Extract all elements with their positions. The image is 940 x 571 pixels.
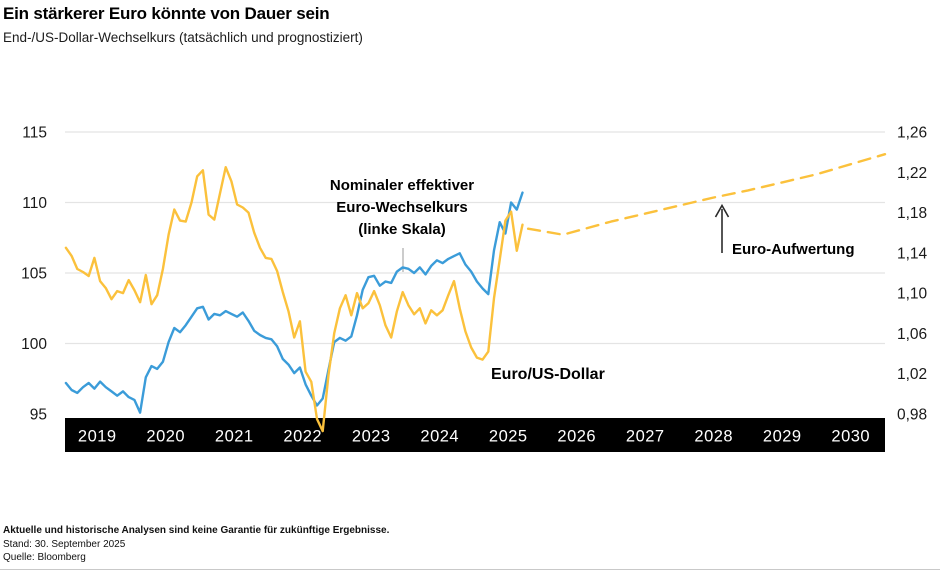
x-axis-year-label: 2030 bbox=[831, 428, 870, 446]
x-axis-band bbox=[65, 418, 885, 452]
left-axis-tick-label: 100 bbox=[21, 336, 47, 353]
right-axis-tick-label: 1,06 bbox=[897, 326, 927, 343]
appreciation-arrow-head bbox=[714, 203, 730, 218]
annotation-appreciation-label: Euro-Aufwertung bbox=[732, 241, 855, 258]
left-axis-tick-label: 105 bbox=[21, 266, 47, 283]
left-axis-tick-label: 115 bbox=[22, 125, 47, 142]
right-axis-tick-label: 0,98 bbox=[897, 407, 927, 424]
disclaimer-text: Aktuelle und historische Analysen sind k… bbox=[3, 525, 390, 536]
left-axis-tick-label: 110 bbox=[22, 195, 47, 212]
right-axis-tick-label: 1,02 bbox=[897, 366, 927, 383]
x-axis-year-label: 2025 bbox=[489, 428, 528, 446]
x-axis-year-label: 2023 bbox=[352, 428, 391, 446]
as-of-date: Stand: 30. September 2025 bbox=[3, 538, 126, 550]
x-axis-year-label: 2028 bbox=[694, 428, 733, 446]
x-axis-year-label: 2027 bbox=[626, 428, 665, 446]
right-axis-tick-label: 1,26 bbox=[897, 125, 927, 142]
eur-usd-line bbox=[64, 165, 524, 433]
source-text: Quelle: Bloomberg bbox=[3, 552, 86, 563]
x-axis-year-label: 2024 bbox=[420, 428, 459, 446]
x-axis-year-label: 2021 bbox=[215, 428, 254, 446]
x-axis-year-label: 2022 bbox=[283, 428, 322, 446]
chart-footer: Aktuelle und historische Analysen sind k… bbox=[3, 524, 389, 565]
right-axis-tick-label: 1,10 bbox=[897, 286, 928, 303]
right-axis-tick-label: 1,22 bbox=[897, 165, 927, 182]
bottom-divider bbox=[0, 569, 940, 570]
x-axis-year-label: 2020 bbox=[146, 428, 185, 446]
nominal-eer-line bbox=[64, 191, 524, 414]
left-axis-tick-label: 95 bbox=[30, 407, 47, 424]
annotation-eer-label: Nominaler effektiver Euro-Wechselkurs (l… bbox=[329, 177, 475, 238]
eur-usd-forecast-line bbox=[526, 152, 887, 236]
x-axis-year-label: 2019 bbox=[78, 428, 117, 446]
x-axis-year-label: 2026 bbox=[557, 428, 596, 446]
right-axis-tick-label: 1,18 bbox=[897, 205, 927, 222]
chart-title: Ein stärkerer Euro könnte von Dauer sein bbox=[3, 4, 330, 23]
chart-subtitle: End-/US-Dollar-Wechselkurs (tatsächlich … bbox=[3, 30, 363, 45]
x-axis-year-label: 2029 bbox=[763, 428, 802, 446]
right-axis-tick-label: 1,14 bbox=[897, 245, 928, 262]
annotation-eurusd-label: Euro/US-Dollar bbox=[491, 366, 605, 383]
